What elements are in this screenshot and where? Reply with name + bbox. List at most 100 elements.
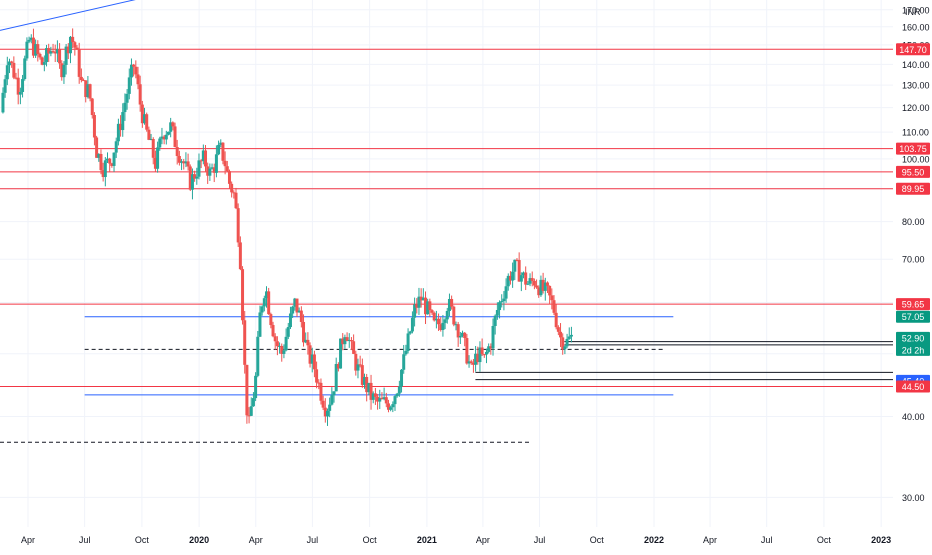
candle-body — [297, 310, 301, 313]
candle-body — [175, 146, 179, 157]
time-axis[interactable]: Apr Jul Oct 2020 Apr Jul Oct 2021 Apr Jul Oct 2022 A… — [21, 535, 891, 545]
candle-body — [230, 183, 234, 193]
candle-body — [29, 37, 33, 40]
candle-body — [123, 102, 127, 113]
candle-body — [136, 74, 140, 85]
candle-body — [552, 300, 556, 313]
candle-body — [543, 282, 547, 291]
candle-body — [21, 79, 25, 92]
candle-body — [282, 350, 286, 354]
candle-body — [184, 161, 188, 164]
candle-body — [341, 338, 345, 345]
candle-body — [445, 310, 449, 320]
y-tick-label: 130.00 — [902, 81, 930, 91]
candle-body — [286, 327, 290, 337]
candle-body — [134, 66, 138, 75]
candle-body — [212, 167, 216, 173]
candle-body — [493, 315, 497, 326]
candle-body — [487, 346, 491, 352]
price-label: 89.95 — [902, 184, 925, 194]
candle-body — [84, 80, 88, 98]
candle-body — [186, 161, 190, 167]
candle-body — [441, 322, 445, 330]
candle-body — [447, 298, 451, 311]
x-tick-label: Jul — [761, 535, 773, 545]
candle-body — [293, 298, 297, 307]
candle-body — [199, 160, 203, 162]
x-tick-label: Oct — [817, 535, 832, 545]
candle-body — [471, 363, 475, 365]
y-tick-label: 100.00 — [902, 154, 930, 164]
horizontal-levels — [0, 48, 893, 388]
candle-body — [164, 134, 168, 140]
candle-body — [40, 57, 44, 65]
candle-body — [417, 296, 421, 308]
candle-body — [430, 310, 434, 313]
candle-body — [108, 158, 112, 164]
price-label: 44.50 — [902, 382, 925, 392]
x-tick-label: 2020 — [189, 535, 209, 545]
candle-body — [349, 340, 353, 342]
candle-body — [450, 298, 454, 307]
candle-body — [428, 301, 432, 311]
candle-body — [467, 361, 471, 364]
candle-body — [339, 338, 343, 369]
candle-body — [367, 382, 371, 393]
candle-body — [280, 345, 284, 354]
candle-body — [421, 297, 425, 301]
candle-body — [515, 259, 519, 261]
candle-body — [92, 115, 96, 138]
candle-body — [419, 296, 423, 301]
candle-body — [548, 285, 552, 296]
candle-body — [519, 275, 523, 282]
candle-body — [321, 400, 325, 408]
candle-body — [391, 404, 395, 408]
candle-body — [373, 393, 377, 397]
candle-body — [275, 341, 279, 347]
candle-body — [1, 92, 5, 113]
candle-body — [77, 49, 81, 77]
candle-body — [227, 171, 231, 184]
candle-body — [256, 336, 260, 376]
y-tick-label: 170.00 — [902, 5, 930, 15]
candle-body — [336, 364, 340, 369]
candle-body — [82, 80, 86, 82]
candle-body — [426, 301, 430, 315]
candle-body — [319, 382, 323, 401]
candle-body — [262, 298, 266, 307]
candle-body — [201, 150, 205, 162]
candle-body — [188, 166, 192, 190]
candle-body — [10, 61, 14, 63]
x-tick-label: Oct — [363, 535, 378, 545]
candle-body — [386, 403, 390, 410]
candle-body — [232, 192, 236, 194]
candle-body — [143, 114, 147, 124]
y-tick-label: 40.00 — [902, 412, 925, 422]
candle-body — [127, 77, 131, 94]
price-axis[interactable]: 30.00 40.00 70.00 80.00 100.00 110.00 120.00 13… — [902, 5, 930, 503]
candle-body — [312, 354, 316, 370]
candle-body — [145, 114, 149, 130]
candle-body — [269, 314, 273, 326]
candle-body — [513, 259, 517, 272]
y-tick-label: 80.00 — [902, 217, 925, 227]
drawn-lines — [0, 0, 893, 443]
candle-body — [288, 313, 292, 328]
candles — [1, 28, 573, 426]
candle-body — [264, 291, 268, 299]
candle-body — [352, 341, 356, 354]
candle-body — [58, 49, 62, 64]
x-tick-label: 2021 — [417, 535, 437, 545]
candle-body — [5, 65, 9, 80]
candle-body — [197, 160, 201, 177]
candle-body — [500, 301, 504, 303]
price-label-box — [896, 182, 930, 195]
candle-body — [271, 325, 275, 337]
price-label: 147.70 — [899, 45, 927, 55]
x-tick-label: Oct — [135, 535, 150, 545]
candle-body — [491, 325, 495, 349]
candle-body — [559, 331, 563, 338]
candle-body — [140, 104, 144, 124]
